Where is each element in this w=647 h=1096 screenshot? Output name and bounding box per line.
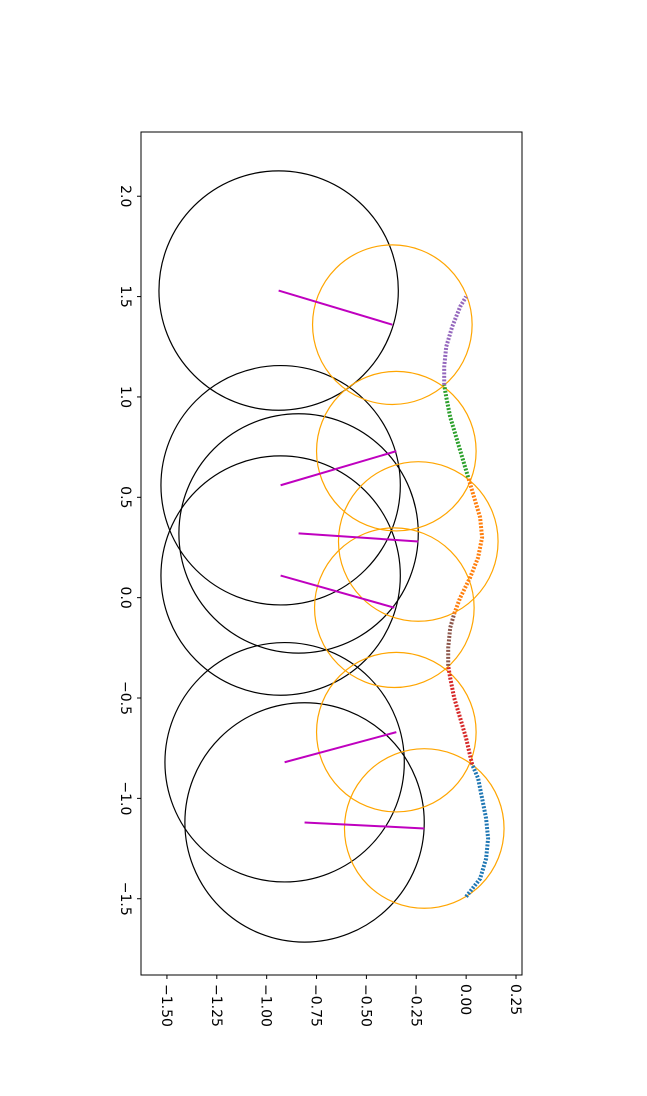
y-tick-label-7: 0.25 — [507, 984, 523, 1015]
y-axis: −1.50 −1.25 −1.00 −0.75 −0.50 −0.25 0.00 0.25 — [158, 975, 523, 1027]
x-tick-label-5: 1.0 — [117, 386, 133, 408]
large-circle-0 — [184, 702, 425, 943]
x-tick-label-0: −1.5 — [117, 882, 133, 916]
large-circle-4 — [160, 364, 401, 606]
small-circle-3 — [337, 461, 499, 622]
large-circle-3 — [178, 413, 419, 654]
plot-frame — [140, 131, 523, 976]
trajectory-series-1 — [446, 665, 475, 765]
trajectory-series-5 — [442, 295, 468, 385]
trajectory-series-4 — [442, 384, 471, 478]
rod-3 — [298, 532, 419, 543]
x-tick-label-6: 1.5 — [117, 285, 133, 307]
small-circle-1 — [315, 651, 477, 813]
large-circle-5 — [158, 170, 399, 411]
y-tick-label-1: −1.25 — [208, 984, 224, 1027]
small-circle-0 — [343, 748, 505, 909]
trajectory-series-2 — [446, 613, 457, 666]
trajectory-series-0 — [464, 763, 491, 898]
y-tick-label-2: −1.00 — [258, 984, 274, 1027]
rod-0 — [304, 821, 425, 830]
y-tick-label-3: −0.75 — [308, 984, 324, 1027]
small-circle-4 — [315, 370, 477, 532]
small-circle-2 — [313, 527, 475, 689]
y-tick-label-6: 0.00 — [457, 984, 473, 1015]
rod-5 — [278, 289, 393, 326]
y-tick-label-0: −1.50 — [158, 984, 174, 1027]
y-tick-label-4: −0.50 — [357, 984, 373, 1027]
x-tick-label-7: 2.0 — [117, 185, 133, 207]
plot-content — [158, 170, 505, 943]
x-tick-label-2: −0.5 — [117, 681, 133, 715]
x-tick-label-4: 0.5 — [117, 486, 133, 508]
large-circle-2 — [160, 455, 401, 696]
rod-2 — [280, 574, 395, 609]
rod-1 — [284, 731, 397, 764]
large-circle-1 — [164, 641, 405, 883]
trajectory-series-3 — [452, 476, 485, 615]
y-tick-label-5: −0.25 — [407, 984, 423, 1027]
x-tick-label-1: −1.0 — [117, 781, 133, 815]
rod-4 — [280, 450, 397, 487]
small-circle-5 — [311, 244, 473, 406]
x-tick-label-3: 0.0 — [117, 587, 133, 609]
x-axis: −1.5 −1.0 −0.5 0.0 0.5 1.0 1.5 2.0 — [117, 185, 141, 916]
